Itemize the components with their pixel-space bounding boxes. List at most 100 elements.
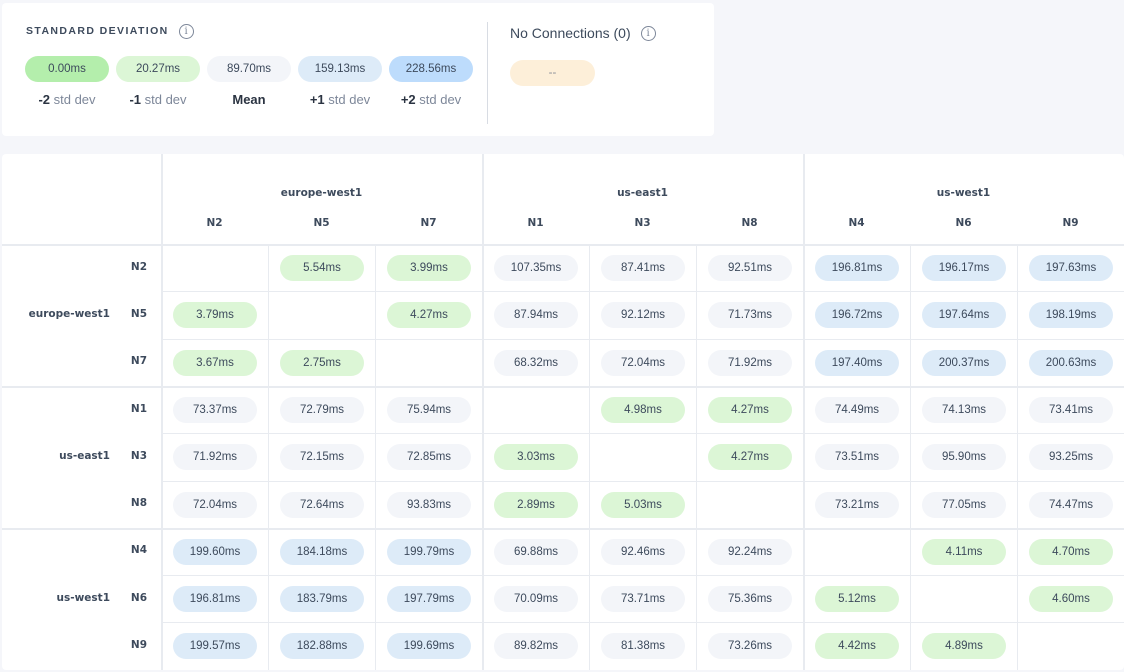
latency-cell[interactable]: 184.18ms [280,538,364,565]
row-node-header: N7 [130,355,147,368]
latency-cell[interactable]: 199.57ms [173,633,257,660]
info-circle-icon[interactable]: i [178,23,194,39]
latency-cell[interactable]: 3.99ms [387,255,471,281]
latency-cell[interactable]: 70.09ms [494,586,578,613]
std-level-pill: 89.70ms [207,56,291,82]
std-level-suffix: std dev [144,92,187,107]
row-node-header: N4 [130,544,147,557]
latency-cell[interactable]: 72.15ms [280,444,364,471]
latency-cell[interactable]: 75.36ms [708,586,792,613]
column-node-header: N3 [634,217,651,229]
latency-cell[interactable]: 77.05ms [922,491,1006,518]
latency-cell[interactable]: 199.79ms [387,538,471,565]
latency-cell[interactable]: 69.88ms [494,538,578,565]
latency-cell[interactable]: 81.38ms [601,633,685,660]
latency-cell[interactable]: 197.63ms [1029,255,1113,281]
latency-cell[interactable]: 196.81ms [173,586,257,613]
latency-cell[interactable]: 4.42ms [815,633,899,660]
latency-cell[interactable]: 199.60ms [173,538,257,565]
latency-cell[interactable]: 72.85ms [387,444,471,471]
latency-cell[interactable]: 72.64ms [280,491,364,518]
latency-cell[interactable]: 93.25ms [1029,444,1113,471]
latency-cell[interactable]: 182.88ms [280,633,364,660]
latency-cell[interactable]: 92.24ms [708,538,792,565]
latency-cell[interactable]: 87.41ms [601,255,685,281]
latency-cell[interactable]: 4.60ms [1029,586,1113,613]
latency-cell[interactable]: 75.94ms [387,396,471,423]
info-circle-icon[interactable]: i [640,25,656,41]
latency-cell[interactable]: 4.11ms [922,538,1006,565]
latency-cell[interactable]: 196.81ms [815,255,899,281]
latency-cell[interactable]: 200.63ms [1029,349,1113,376]
latency-cell[interactable]: 3.79ms [173,302,257,329]
latency-cell[interactable]: 197.79ms [387,586,471,613]
std-level-label: +1 std dev [298,92,382,107]
grid-line [375,244,376,670]
latency-cell[interactable]: 196.17ms [922,255,1006,281]
latency-cell[interactable]: 93.83ms [387,491,471,518]
latency-cell[interactable]: 4.70ms [1029,538,1113,565]
latency-cell[interactable]: 4.27ms [708,444,792,471]
column-node-header: N9 [1062,217,1079,229]
latency-cell[interactable]: 107.35ms [494,255,578,281]
grid-line [161,480,1124,482]
latency-cell[interactable]: 73.37ms [173,396,257,423]
latency-cell[interactable]: 87.94ms [494,302,578,329]
std-level-pill: 0.00ms [25,56,109,82]
latency-cell[interactable]: 95.90ms [922,444,1006,471]
latency-cell[interactable]: 74.49ms [815,396,899,423]
no-connections-title: No Connections (0) [510,25,631,41]
grid-line [589,244,590,670]
latency-cell[interactable]: 183.79ms [280,586,364,613]
latency-matrix: europe-west1 europe-west1 N2 N2 N5 N5 N7 N7 us-e… [2,154,1124,670]
latency-cell[interactable]: 4.27ms [708,396,792,423]
latency-cell[interactable]: 92.12ms [601,302,685,329]
std-level-pill: 159.13ms [298,56,382,82]
latency-cell[interactable]: 73.26ms [708,633,792,660]
latency-cell[interactable]: 5.03ms [601,491,685,518]
latency-cell[interactable]: 74.47ms [1029,491,1113,518]
latency-cell[interactable]: 4.89ms [922,633,1006,660]
latency-cell[interactable]: 5.12ms [815,586,899,613]
latency-cell[interactable]: 73.51ms [815,444,899,471]
latency-cell[interactable]: 4.27ms [387,302,471,329]
latency-cell[interactable]: 71.73ms [708,302,792,329]
latency-cell[interactable]: 197.40ms [815,349,899,376]
column-group-header: us-east1 [617,187,668,199]
latency-cell[interactable]: 71.92ms [708,349,792,376]
std-level-label: Mean [207,92,291,107]
std-deviation-header: STANDARD DEVIATION i [26,23,194,39]
latency-cell[interactable]: 197.64ms [922,302,1006,329]
latency-cell[interactable]: 92.51ms [708,255,792,281]
latency-cell[interactable]: 72.04ms [173,491,257,518]
grid-line [161,575,1124,577]
grid-line [803,154,805,670]
latency-cell[interactable]: 3.03ms [494,444,578,471]
latency-cell[interactable]: 199.69ms [387,633,471,660]
latency-cell[interactable]: 4.98ms [601,396,685,423]
latency-cell[interactable]: 3.67ms [173,349,257,376]
latency-cell[interactable]: 200.37ms [922,349,1006,376]
latency-cell[interactable]: 2.75ms [280,349,364,376]
latency-cell[interactable]: 74.13ms [922,396,1006,423]
latency-cell[interactable]: 89.82ms [494,633,578,660]
latency-cell[interactable]: 72.79ms [280,396,364,423]
grid-line [910,244,911,670]
row-group-header: europe-west1 [28,307,110,320]
std-level-prefix: +1 [309,92,325,107]
grid-line [2,385,1124,388]
latency-cell[interactable]: 72.04ms [601,349,685,376]
latency-cell[interactable]: 196.72ms [815,302,899,329]
latency-cell[interactable]: 2.89ms [494,491,578,518]
latency-cell[interactable]: 71.92ms [173,444,257,471]
column-node-header: N6 [955,217,972,229]
latency-cell[interactable]: 5.54ms [280,255,364,281]
latency-cell[interactable]: 198.19ms [1029,302,1113,329]
latency-cell[interactable]: 73.21ms [815,491,899,518]
latency-cell[interactable]: 92.46ms [601,538,685,565]
latency-cell[interactable]: 73.41ms [1029,396,1113,423]
latency-cell[interactable]: 68.32ms [494,349,578,376]
latency-cell[interactable]: 73.71ms [601,586,685,613]
row-node-header: N1 [130,402,147,415]
grid-line [161,154,163,670]
